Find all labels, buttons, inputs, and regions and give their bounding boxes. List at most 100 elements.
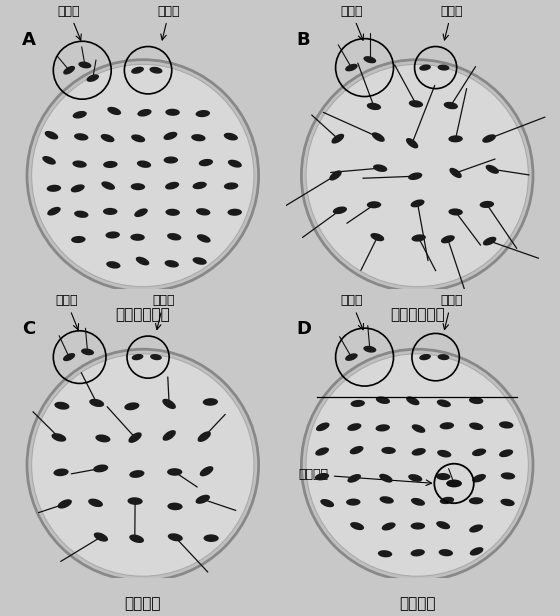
Ellipse shape — [412, 424, 426, 433]
Text: 负对照: 负对照 — [440, 5, 463, 40]
Ellipse shape — [332, 134, 344, 144]
Ellipse shape — [437, 65, 450, 71]
Ellipse shape — [130, 233, 145, 241]
Ellipse shape — [408, 474, 422, 482]
Ellipse shape — [199, 159, 213, 166]
Ellipse shape — [316, 423, 329, 431]
Ellipse shape — [124, 402, 139, 410]
Ellipse shape — [469, 423, 483, 430]
Circle shape — [31, 354, 254, 576]
Ellipse shape — [195, 495, 210, 504]
Ellipse shape — [347, 474, 361, 483]
Ellipse shape — [472, 474, 486, 482]
Circle shape — [31, 64, 254, 286]
Ellipse shape — [162, 430, 176, 441]
Ellipse shape — [54, 402, 69, 410]
Ellipse shape — [52, 433, 66, 442]
Ellipse shape — [437, 399, 451, 407]
Ellipse shape — [224, 133, 238, 140]
Text: 负对照: 负对照 — [153, 294, 175, 330]
Ellipse shape — [469, 497, 483, 505]
Ellipse shape — [381, 447, 396, 454]
Ellipse shape — [197, 234, 211, 243]
Ellipse shape — [350, 522, 364, 530]
Text: C: C — [22, 320, 35, 338]
Ellipse shape — [167, 503, 183, 510]
Ellipse shape — [134, 208, 148, 217]
Ellipse shape — [42, 156, 56, 164]
Ellipse shape — [165, 209, 180, 216]
Ellipse shape — [367, 103, 381, 110]
Ellipse shape — [363, 56, 376, 63]
Ellipse shape — [345, 354, 358, 361]
Text: 正对照: 正对照 — [55, 294, 78, 330]
Ellipse shape — [93, 464, 108, 472]
Ellipse shape — [501, 472, 515, 479]
Ellipse shape — [101, 181, 115, 190]
Ellipse shape — [106, 261, 120, 269]
Ellipse shape — [71, 184, 85, 192]
Ellipse shape — [440, 496, 454, 504]
Ellipse shape — [437, 450, 451, 458]
Ellipse shape — [129, 535, 144, 543]
Ellipse shape — [105, 232, 120, 238]
Ellipse shape — [406, 396, 419, 405]
Text: 正对照: 正对照 — [58, 5, 81, 40]
Circle shape — [27, 349, 259, 581]
Ellipse shape — [89, 399, 104, 407]
Ellipse shape — [164, 132, 178, 140]
Ellipse shape — [193, 182, 207, 189]
Ellipse shape — [483, 237, 496, 246]
Ellipse shape — [469, 524, 483, 533]
Ellipse shape — [224, 182, 239, 190]
Ellipse shape — [203, 398, 218, 406]
Ellipse shape — [449, 208, 463, 216]
Ellipse shape — [200, 466, 213, 476]
Circle shape — [27, 60, 259, 291]
Ellipse shape — [378, 550, 392, 557]
Ellipse shape — [411, 498, 425, 506]
Ellipse shape — [315, 473, 329, 480]
Ellipse shape — [165, 182, 179, 190]
Ellipse shape — [499, 449, 513, 457]
Ellipse shape — [376, 424, 390, 431]
Ellipse shape — [131, 67, 144, 74]
Ellipse shape — [131, 134, 145, 142]
Ellipse shape — [137, 160, 151, 168]
Ellipse shape — [499, 421, 514, 429]
Ellipse shape — [372, 132, 385, 142]
Text: D: D — [296, 320, 311, 338]
Ellipse shape — [165, 260, 179, 267]
Ellipse shape — [329, 171, 342, 180]
Ellipse shape — [132, 354, 143, 360]
Ellipse shape — [408, 172, 422, 180]
Ellipse shape — [437, 354, 450, 360]
Circle shape — [301, 349, 533, 581]
Ellipse shape — [101, 134, 114, 142]
Ellipse shape — [103, 161, 118, 168]
Ellipse shape — [347, 423, 361, 431]
Ellipse shape — [198, 431, 211, 442]
Ellipse shape — [162, 399, 176, 409]
Ellipse shape — [150, 67, 162, 74]
Ellipse shape — [203, 534, 219, 542]
Ellipse shape — [150, 354, 162, 360]
Ellipse shape — [195, 110, 210, 117]
Ellipse shape — [449, 168, 462, 178]
Ellipse shape — [410, 549, 425, 556]
Ellipse shape — [47, 207, 60, 216]
Ellipse shape — [373, 164, 388, 172]
Ellipse shape — [470, 547, 483, 556]
Ellipse shape — [165, 108, 180, 116]
Ellipse shape — [419, 65, 431, 71]
Ellipse shape — [409, 100, 423, 108]
Text: 负对照: 负对照 — [158, 5, 180, 40]
Ellipse shape — [436, 473, 450, 480]
Ellipse shape — [349, 446, 363, 455]
Ellipse shape — [191, 134, 206, 141]
Ellipse shape — [446, 479, 462, 487]
Ellipse shape — [410, 522, 425, 530]
Ellipse shape — [333, 206, 347, 214]
Ellipse shape — [486, 164, 499, 174]
Ellipse shape — [73, 111, 87, 118]
